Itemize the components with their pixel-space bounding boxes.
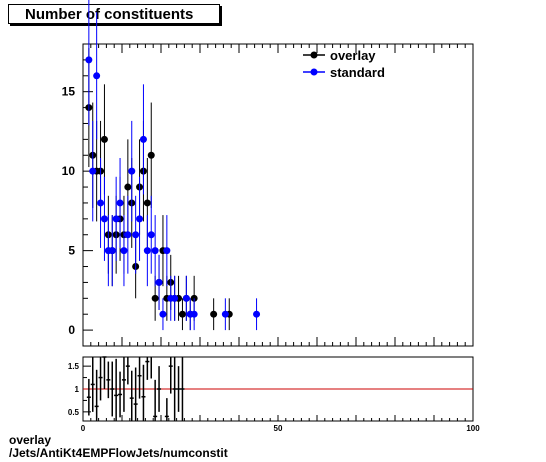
- y-tick-label: 5: [68, 244, 75, 258]
- series-standard: [85, 0, 261, 331]
- overlay-point: [178, 310, 186, 318]
- legend-entry-overlay: overlay: [303, 48, 376, 63]
- standard-point: [136, 215, 144, 223]
- standard-point: [139, 135, 147, 143]
- standard-point: [253, 310, 261, 318]
- standard-point: [100, 215, 108, 223]
- standard-point: [147, 231, 155, 239]
- chart-title: Number of constituents: [8, 4, 220, 24]
- overlay-point: [151, 294, 159, 302]
- standard-point: [112, 215, 120, 223]
- main-plot-frame: [82, 43, 474, 347]
- legend-label-overlay: overlay: [330, 48, 376, 63]
- legend: overlay standard: [303, 48, 385, 80]
- overlay-point: [143, 199, 151, 207]
- standard-point: [182, 294, 190, 302]
- ratio-y-tick-label: 1: [75, 385, 80, 394]
- ratio-y-tick-label: 0.5: [68, 408, 80, 417]
- standard-point: [171, 294, 179, 302]
- x-tick-label: 100: [466, 424, 480, 433]
- overlay-point: [124, 183, 132, 191]
- standard-point: [151, 247, 159, 255]
- overlay-point: [210, 310, 218, 318]
- ratio-y-tick-label: 1.5: [68, 362, 80, 371]
- x-tick-label: 0: [81, 424, 86, 433]
- standard-point: [124, 231, 132, 239]
- standard-point: [97, 199, 105, 207]
- y-tick-label: 15: [62, 85, 76, 99]
- footer-line-2: /Jets/AntiKt4EMPFlowJets/numconstit: [9, 446, 228, 460]
- standard-point: [190, 310, 198, 318]
- standard-point: [143, 247, 151, 255]
- standard-point: [93, 72, 101, 80]
- standard-point: [155, 278, 163, 286]
- standard-point: [89, 167, 97, 175]
- legend-label-standard: standard: [330, 65, 385, 80]
- standard-point: [221, 310, 229, 318]
- standard-point: [163, 247, 171, 255]
- overlay-point: [100, 135, 108, 143]
- standard-point: [128, 167, 136, 175]
- standard-point: [132, 231, 140, 239]
- footer-line-1: overlay: [9, 433, 52, 447]
- overlay-point: [147, 151, 155, 159]
- x-tick-label: 50: [274, 424, 283, 433]
- standard-point: [159, 310, 167, 318]
- standard-point: [120, 247, 128, 255]
- standard-point: [116, 199, 124, 207]
- y-tick-label: 10: [62, 164, 76, 178]
- standard-point: [85, 56, 93, 64]
- y-tick-label: 0: [68, 323, 75, 337]
- legend-entry-standard: standard: [303, 65, 385, 80]
- standard-point: [108, 247, 116, 255]
